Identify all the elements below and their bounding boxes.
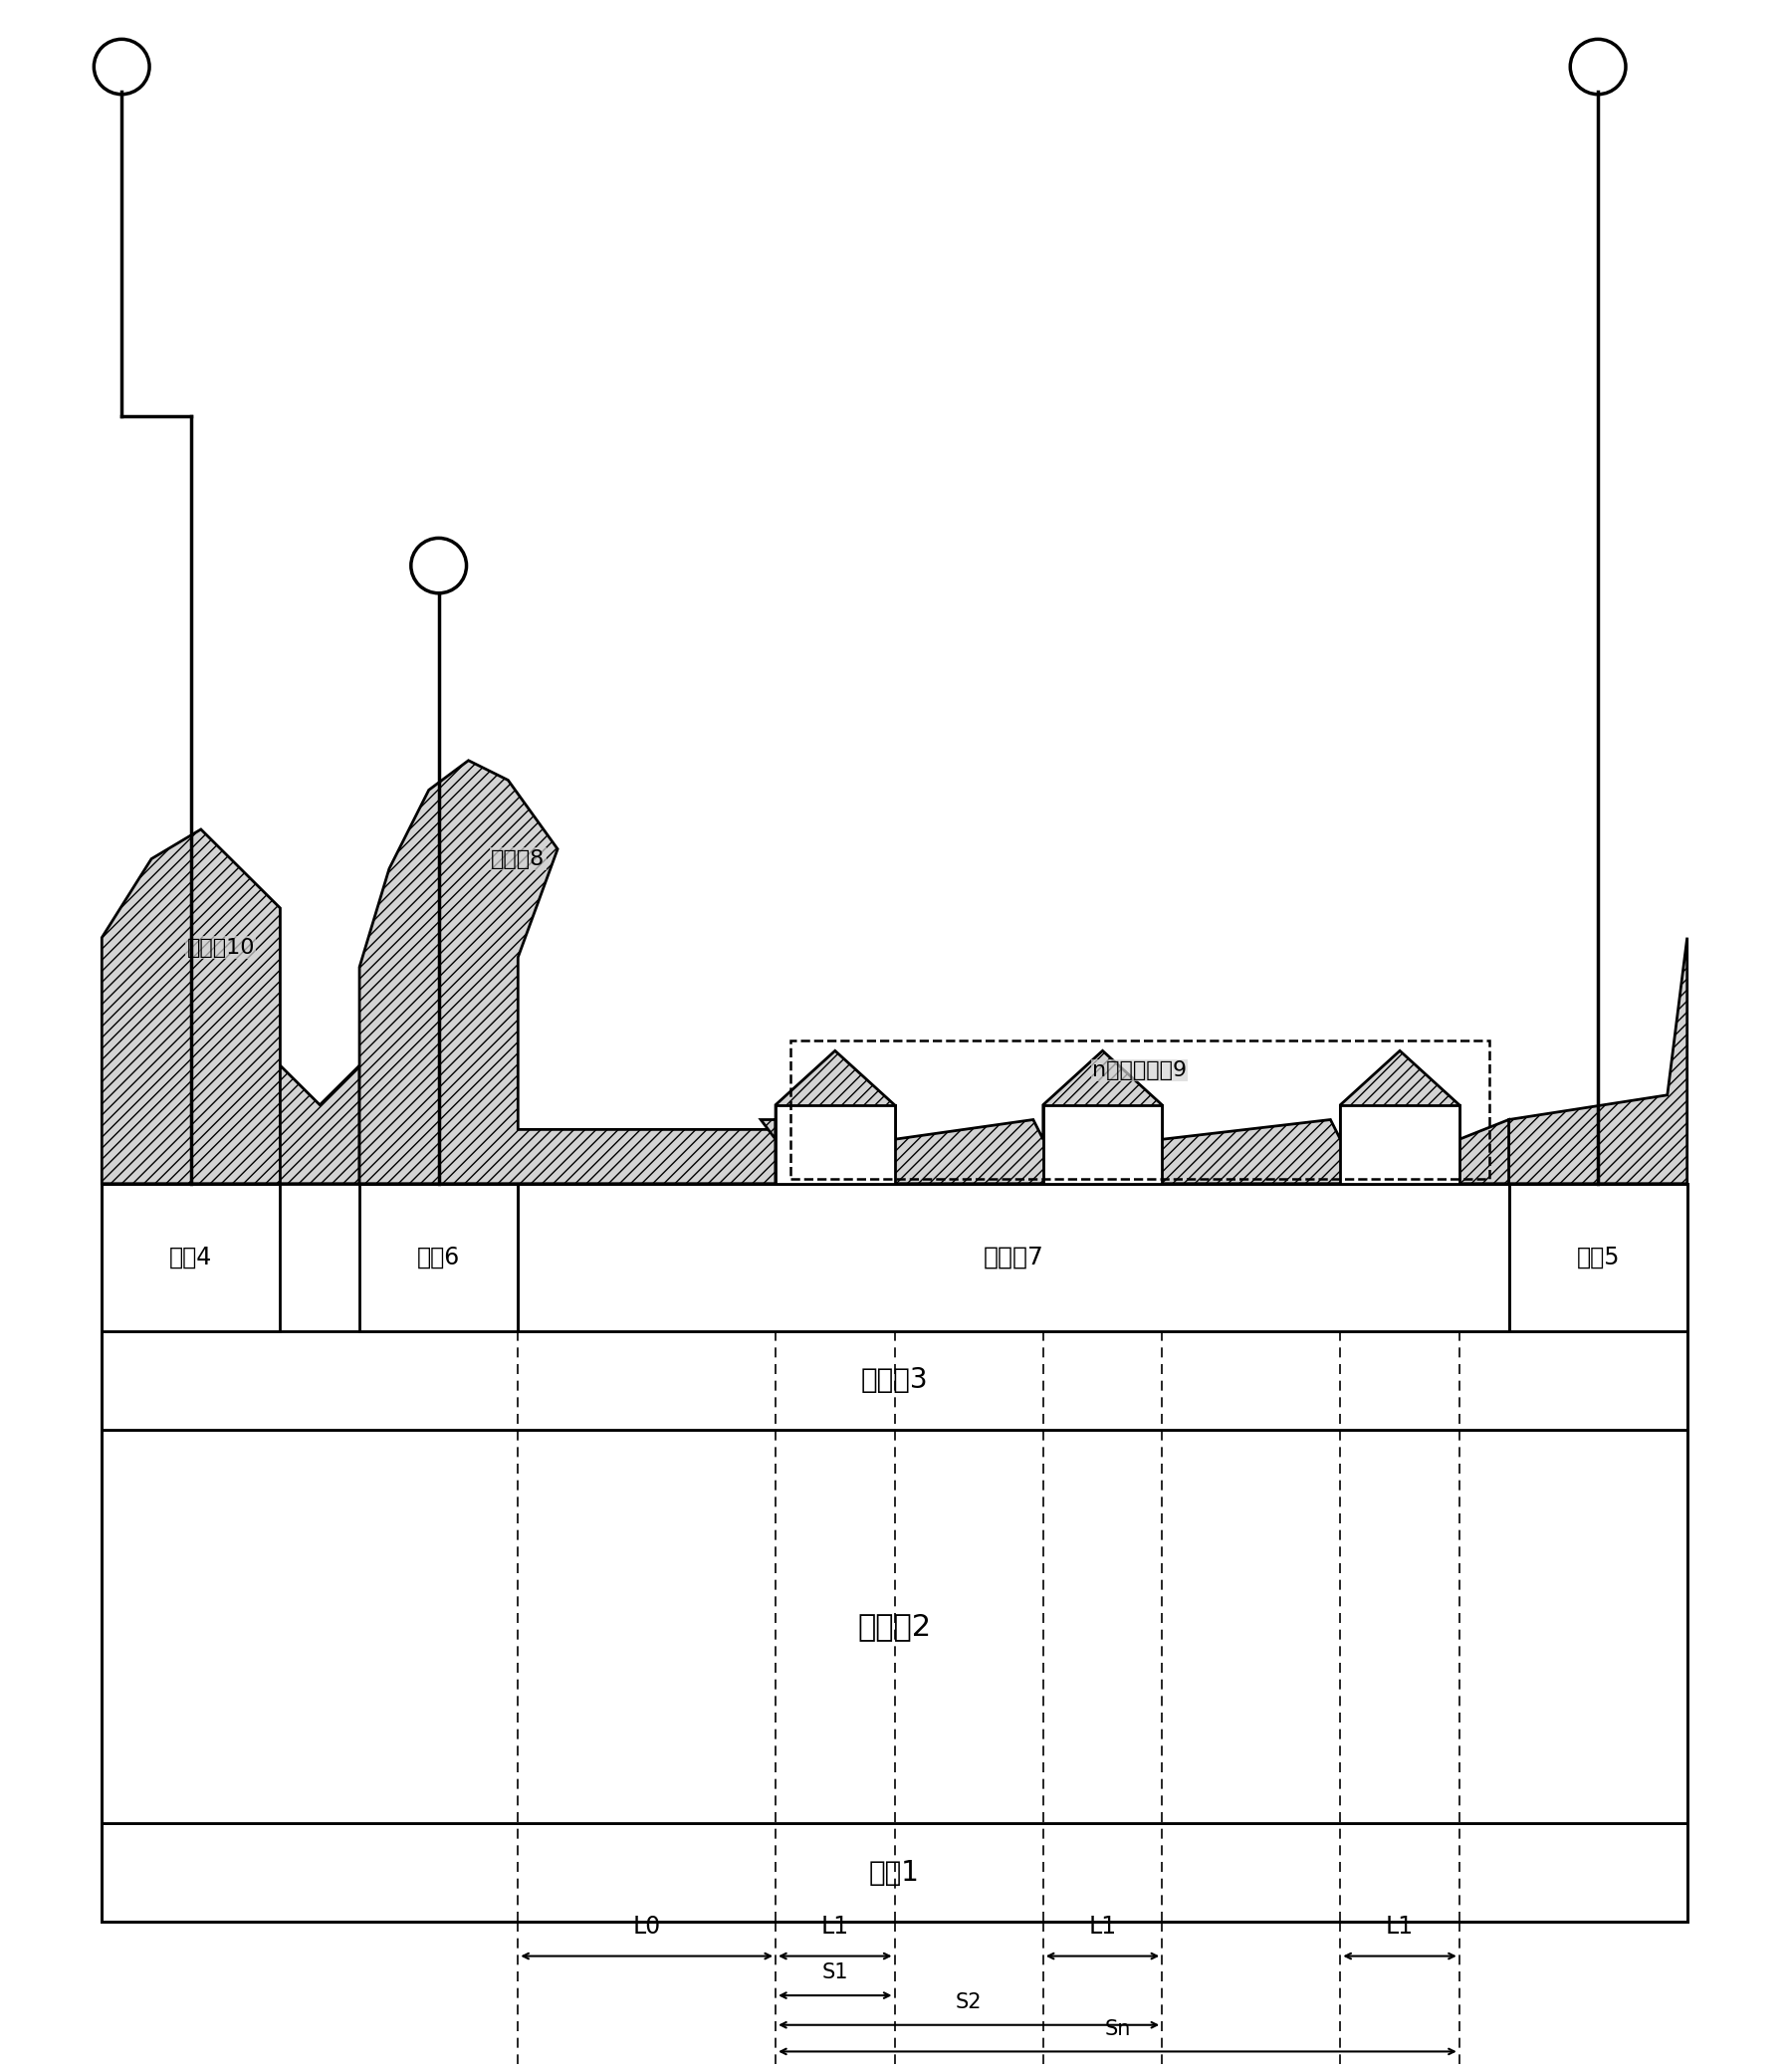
Text: 过渡屴2: 过渡屴2 (857, 1612, 932, 1641)
Polygon shape (1043, 1104, 1163, 1183)
Polygon shape (281, 1065, 360, 1183)
Polygon shape (1340, 1183, 1460, 1330)
Polygon shape (1460, 1183, 1508, 1330)
Text: 锓化屴7: 锓化屴7 (984, 1245, 1043, 1270)
Text: L1: L1 (1386, 1915, 1413, 1939)
Polygon shape (1163, 1183, 1340, 1330)
Polygon shape (1043, 1104, 1163, 1183)
Polygon shape (102, 1430, 1687, 1823)
Text: n个浮空场杈9: n个浮空场杈9 (1093, 1061, 1188, 1080)
Text: S2: S2 (955, 1993, 982, 2012)
Text: 源场杈8: 源场杈8 (490, 850, 546, 868)
Text: 保护屴10: 保护屴10 (186, 937, 254, 957)
Text: L1: L1 (1088, 1915, 1116, 1939)
Polygon shape (1508, 939, 1687, 1183)
Polygon shape (776, 1183, 894, 1330)
Text: Sn: Sn (1104, 2018, 1131, 2039)
Text: 栅朗6: 栅朗6 (417, 1245, 460, 1270)
Polygon shape (102, 1330, 1687, 1430)
Polygon shape (360, 760, 776, 1183)
Polygon shape (1043, 1183, 1163, 1330)
Polygon shape (894, 1183, 1043, 1330)
Polygon shape (1508, 1183, 1687, 1330)
Text: 源朗4: 源朗4 (170, 1245, 213, 1270)
Text: S1: S1 (821, 1962, 848, 1983)
Text: L0: L0 (633, 1915, 660, 1939)
Polygon shape (519, 1183, 776, 1330)
Polygon shape (1340, 1104, 1460, 1183)
Polygon shape (760, 1051, 1508, 1183)
Polygon shape (102, 1823, 1687, 1921)
Polygon shape (102, 1183, 281, 1330)
Polygon shape (776, 1104, 894, 1183)
Polygon shape (776, 1104, 894, 1183)
Polygon shape (360, 1183, 519, 1330)
Text: 势垒屴3: 势垒屴3 (861, 1365, 928, 1394)
Text: L1: L1 (821, 1915, 850, 1939)
Polygon shape (1340, 1104, 1460, 1183)
Text: 脚批1: 脚批1 (869, 1859, 920, 1886)
Polygon shape (102, 829, 281, 1183)
Text: 漏朗5: 漏朗5 (1576, 1245, 1619, 1270)
